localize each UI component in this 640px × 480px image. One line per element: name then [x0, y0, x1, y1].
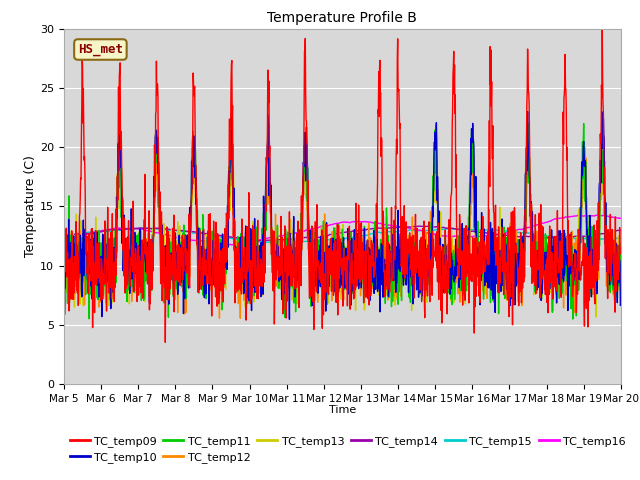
- TC_temp15: [184, 229, 191, 235]
- TC_temp14: [292, 236, 300, 242]
- Y-axis label: Temperature (C): Temperature (C): [24, 156, 37, 257]
- TC_temp09: [279, 311, 287, 317]
- Line: TC_temp16: TC_temp16: [64, 215, 621, 245]
- TC_temp15: [265, 240, 273, 245]
- TC_temp09: [292, 285, 300, 290]
- TC_temp13: [617, 292, 625, 298]
- TC_temp10: [617, 300, 625, 306]
- TC_temp11: [569, 316, 577, 322]
- TC_temp16: [617, 216, 625, 221]
- TC_temp09: [161, 339, 169, 345]
- TC_temp14: [617, 228, 625, 233]
- TC_temp10: [428, 227, 436, 232]
- X-axis label: Time: Time: [329, 405, 356, 415]
- Title: Temperature Profile B: Temperature Profile B: [268, 11, 417, 25]
- TC_temp11: [183, 259, 191, 264]
- TC_temp15: [568, 235, 576, 240]
- TC_temp13: [60, 261, 68, 267]
- TC_temp15: [293, 239, 301, 244]
- TC_temp14: [429, 224, 436, 230]
- TC_temp11: [279, 270, 287, 276]
- TC_temp16: [292, 230, 300, 236]
- TC_temp12: [568, 279, 576, 285]
- TC_temp13: [292, 233, 300, 239]
- TC_temp14: [260, 238, 268, 243]
- TC_temp13: [184, 259, 191, 265]
- TC_temp13: [520, 258, 527, 264]
- Line: TC_temp12: TC_temp12: [64, 147, 621, 318]
- TC_temp12: [429, 238, 436, 243]
- TC_temp13: [116, 144, 124, 150]
- TC_temp09: [428, 292, 436, 298]
- TC_temp13: [568, 228, 575, 234]
- Text: HS_met: HS_met: [78, 43, 123, 56]
- TC_temp15: [280, 239, 287, 244]
- TC_temp14: [568, 234, 576, 240]
- TC_temp10: [520, 238, 527, 243]
- TC_temp15: [141, 225, 148, 231]
- TC_temp14: [183, 228, 191, 234]
- TC_temp15: [520, 230, 528, 236]
- TC_temp12: [617, 286, 625, 292]
- TC_temp09: [520, 279, 527, 285]
- TC_temp12: [184, 265, 191, 271]
- TC_temp16: [60, 240, 68, 245]
- TC_temp13: [592, 314, 600, 320]
- TC_temp11: [292, 264, 300, 270]
- TC_temp10: [278, 263, 286, 268]
- TC_temp15: [617, 235, 625, 241]
- TC_temp10: [292, 272, 300, 278]
- TC_temp16: [279, 233, 287, 239]
- TC_temp10: [285, 316, 293, 322]
- TC_temp12: [60, 281, 68, 287]
- TC_temp15: [429, 228, 436, 233]
- TC_temp15: [60, 233, 68, 239]
- TC_temp16: [520, 226, 527, 231]
- TC_temp09: [568, 250, 575, 255]
- TC_temp09: [184, 266, 191, 272]
- TC_temp16: [223, 242, 230, 248]
- TC_temp12: [520, 236, 528, 242]
- TC_temp11: [568, 272, 575, 277]
- Legend: TC_temp09, TC_temp10, TC_temp11, TC_temp12, TC_temp13, TC_temp14, TC_temp15, TC_: TC_temp09, TC_temp10, TC_temp11, TC_temp…: [70, 436, 626, 463]
- TC_temp12: [293, 271, 301, 277]
- TC_temp12: [280, 276, 287, 282]
- TC_temp10: [183, 239, 191, 244]
- TC_temp12: [237, 315, 244, 321]
- Line: TC_temp15: TC_temp15: [64, 228, 621, 242]
- TC_temp09: [617, 247, 625, 253]
- TC_temp13: [279, 241, 287, 247]
- Line: TC_temp14: TC_temp14: [64, 226, 621, 240]
- Line: TC_temp11: TC_temp11: [64, 123, 621, 319]
- TC_temp10: [568, 271, 576, 276]
- TC_temp14: [520, 233, 528, 239]
- Line: TC_temp10: TC_temp10: [64, 112, 621, 319]
- TC_temp16: [568, 214, 575, 219]
- TC_temp09: [598, 26, 606, 32]
- TC_temp11: [617, 241, 625, 247]
- TC_temp13: [428, 206, 436, 212]
- TC_temp11: [428, 236, 436, 242]
- TC_temp16: [183, 237, 191, 242]
- TC_temp11: [60, 274, 68, 279]
- Line: TC_temp13: TC_temp13: [64, 147, 621, 317]
- TC_temp14: [60, 233, 68, 239]
- TC_temp16: [594, 212, 602, 218]
- TC_temp10: [524, 109, 531, 115]
- TC_temp11: [227, 120, 234, 126]
- TC_temp10: [60, 242, 68, 248]
- TC_temp16: [428, 231, 436, 237]
- TC_temp11: [520, 257, 527, 263]
- TC_temp14: [279, 237, 287, 242]
- Line: TC_temp09: TC_temp09: [64, 29, 621, 342]
- TC_temp12: [115, 144, 123, 150]
- TC_temp09: [60, 251, 68, 257]
- TC_temp14: [415, 223, 422, 229]
